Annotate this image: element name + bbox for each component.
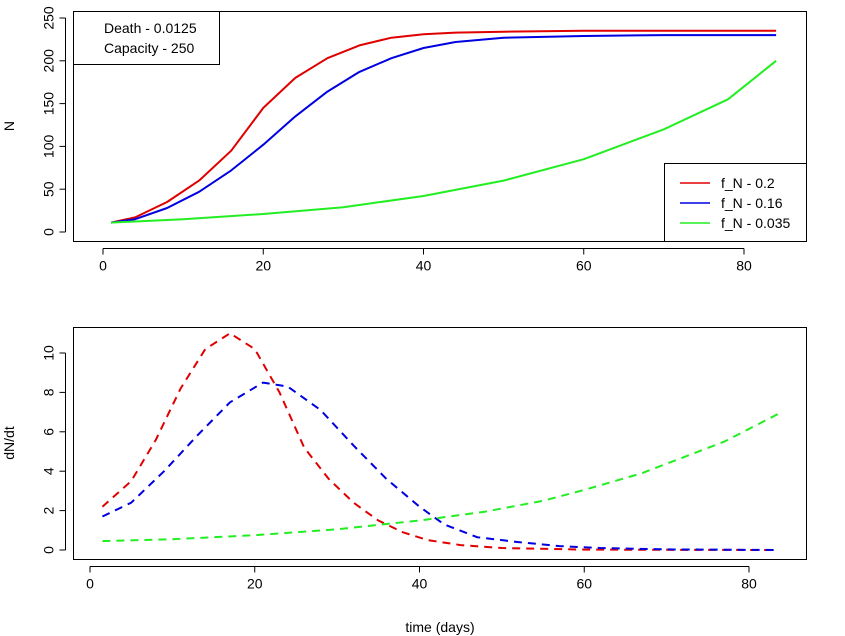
x-tick-label: 40 — [416, 258, 432, 274]
x-axis-title: time (days) — [405, 619, 474, 635]
x-axis: 0 20 40 60 80 — [99, 248, 752, 274]
x-tick-label: 80 — [736, 258, 752, 274]
annotation-frame — [73, 11, 220, 65]
y-tick-label: 0 — [41, 546, 57, 554]
y-tick-label: 200 — [41, 49, 57, 73]
y-tick-label: 8 — [41, 388, 57, 396]
series-line — [102, 413, 779, 543]
y-tick-label: 0 — [41, 228, 57, 236]
y-tick-label: 50 — [41, 181, 57, 197]
x-tick-label: 40 — [412, 576, 428, 592]
series-group — [110, 29, 777, 224]
x-tick-label: 0 — [99, 258, 107, 274]
y-tick-label: 150 — [41, 92, 57, 116]
x-tick-label: 20 — [247, 576, 263, 592]
y-axis-title: dN/dt — [1, 426, 17, 460]
legend-label-blue: f_N - 0.16 — [721, 195, 783, 211]
x-tick-label: 20 — [255, 258, 271, 274]
y-axis: 0 50 100 150 200 250 — [41, 6, 66, 236]
series-line — [101, 381, 778, 551]
x-axis: 0 20 40 60 80 — [86, 566, 757, 592]
x-tick-label: 80 — [741, 576, 757, 592]
y-tick-label: 100 — [41, 135, 57, 159]
x-tick-label: 60 — [576, 576, 592, 592]
legend: f_N - 0.2 f_N - 0.16 f_N - 0.035 — [664, 163, 807, 242]
y-tick-label: 2 — [41, 506, 57, 514]
y-tick-label: 4 — [41, 467, 57, 475]
legend-label-green: f_N - 0.035 — [721, 215, 790, 231]
series-line — [110, 29, 777, 224]
y-tick-label: 10 — [41, 345, 57, 361]
bottom-panel: 0 20 40 60 80 0 2 4 6 8 10 dN/dt time (days) — [1, 327, 807, 635]
series-line — [110, 34, 777, 224]
x-tick-label: 0 — [86, 576, 94, 592]
annotation-death: Death - 0.0125 — [104, 20, 197, 36]
x-tick-label: 60 — [576, 258, 592, 274]
annotation-box: Death - 0.0125 Capacity - 250 — [73, 11, 220, 65]
top-panel: 0 20 40 60 80 0 50 100 150 200 250 N Death - 0.01… — [1, 6, 807, 274]
y-axis-title: N — [1, 121, 17, 131]
legend-label-red: f_N - 0.2 — [721, 175, 775, 191]
y-tick-label: 6 — [41, 428, 57, 436]
y-tick-label: 250 — [41, 6, 57, 30]
y-axis: 0 2 4 6 8 10 — [41, 345, 66, 554]
plot-frame — [73, 11, 807, 242]
series-line — [101, 332, 778, 551]
annotation-capacity: Capacity - 250 — [104, 40, 194, 56]
plot-frame — [73, 327, 807, 560]
series-group — [101, 332, 779, 551]
series-line — [110, 60, 777, 224]
